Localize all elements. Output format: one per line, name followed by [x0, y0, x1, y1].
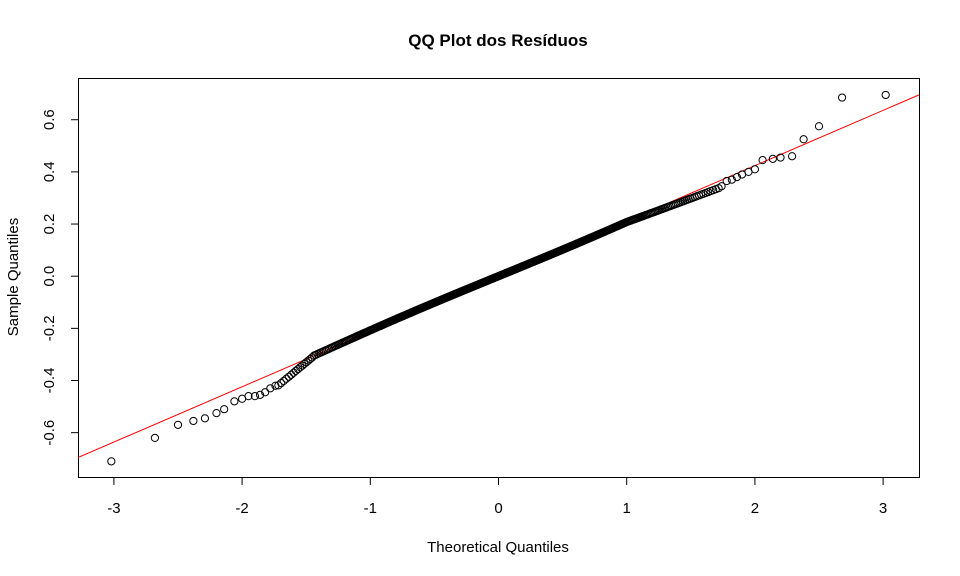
data-point: [271, 381, 280, 390]
data-point: [150, 433, 160, 442]
x-tick-label: 1: [623, 500, 631, 517]
data-point: [200, 414, 210, 423]
data-point: [212, 409, 221, 418]
x-tick-label: -2: [235, 500, 248, 517]
y-tick-label: 0.6: [41, 109, 58, 130]
y-axis-label: Sample Quantiles: [5, 218, 22, 336]
data-point: [722, 176, 731, 186]
data-point: [274, 381, 283, 390]
data-point: [230, 397, 239, 406]
data-point: [776, 153, 785, 162]
data-point: [250, 392, 260, 401]
y-tick-label: -0.2: [41, 315, 58, 341]
data-point: [173, 420, 183, 429]
data-point: [732, 173, 742, 182]
data-point: [768, 154, 777, 163]
x-tick-label: 3: [879, 500, 887, 517]
y-tick-label: 0.0: [41, 266, 58, 287]
data-point: [284, 372, 293, 381]
data-point: [837, 93, 847, 102]
points-group: [107, 90, 890, 466]
y-tick-label: 0.4: [41, 161, 58, 182]
data-point: [717, 182, 726, 191]
data-point: [881, 90, 890, 100]
x-tick-label: -3: [107, 500, 120, 517]
y-tick-label: 0.2: [41, 214, 58, 235]
data-point: [220, 405, 229, 414]
data-point: [814, 122, 824, 131]
data-point: [244, 392, 253, 401]
x-axis-label: Theoretical Quantiles: [427, 539, 569, 556]
data-point: [266, 384, 275, 393]
data-point: [107, 457, 116, 466]
chart-title: QQ Plot dos Resíduos: [408, 31, 587, 50]
data-point: [279, 376, 288, 386]
data-point: [289, 368, 298, 377]
y-tick-label: -0.4: [41, 368, 58, 394]
data-point: [799, 135, 808, 144]
x-tick-label: 0: [494, 500, 502, 517]
data-point: [727, 175, 736, 184]
data-point: [189, 416, 198, 426]
data-point: [758, 156, 767, 165]
data-point: [750, 165, 760, 174]
data-point: [261, 388, 270, 397]
x-tick-label: -1: [364, 500, 377, 517]
x-axis: -3 -2 -1 0 1 2 3: [107, 477, 887, 517]
y-tick-label: -0.6: [41, 420, 58, 446]
data-point: [787, 152, 797, 161]
data-point: [282, 374, 291, 383]
data-point: [255, 390, 265, 399]
x-tick-label: 2: [751, 500, 759, 517]
y-axis: -0.6 -0.4 -0.2 0.0 0.2 0.4 0.6: [41, 109, 79, 446]
